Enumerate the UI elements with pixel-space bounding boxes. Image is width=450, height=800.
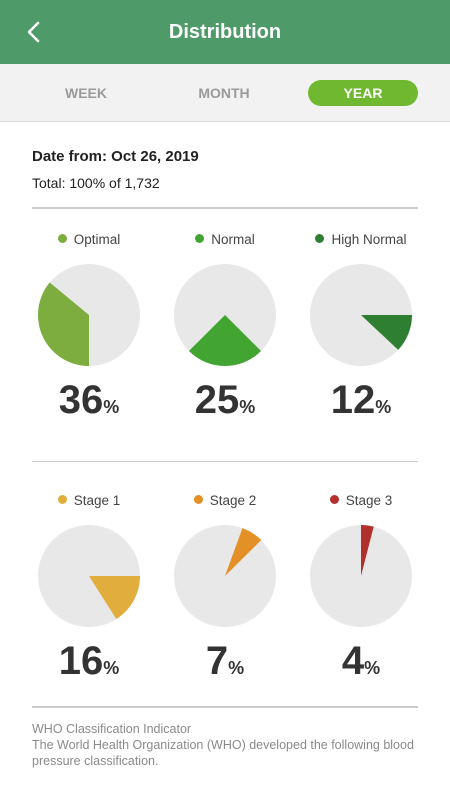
- percentage-value: 16%: [21, 639, 157, 684]
- total-label: Total: 100% of 1,732: [32, 175, 160, 191]
- legend-item: Stage 2: [157, 493, 293, 508]
- percentage-number: 36: [58, 378, 104, 422]
- percentage-value: 12%: [293, 378, 429, 423]
- percentage-sign: %: [364, 658, 381, 678]
- pie-chart-high-normal: [310, 264, 412, 366]
- percentage-value: 25%: [157, 378, 293, 423]
- legend-label: Stage 1: [73, 493, 121, 508]
- pie-slice: [361, 525, 374, 576]
- pie-slice: [361, 315, 412, 350]
- percentage-number: 4: [341, 639, 365, 683]
- percentage-number: 16: [58, 639, 104, 683]
- tab-month[interactable]: MONTH: [198, 85, 250, 101]
- percentage-value: 7%: [157, 639, 293, 684]
- tab-week[interactable]: WEEK: [65, 85, 107, 101]
- legend-item: Stage 3: [293, 493, 429, 508]
- percentage-sign: %: [375, 397, 392, 417]
- legend-dot-icon: [329, 495, 339, 504]
- percentage-value: 36%: [21, 378, 157, 423]
- legend-dot-icon: [57, 234, 67, 243]
- legend-dot-icon: [195, 234, 205, 243]
- legend-label: Stage 3: [345, 493, 393, 508]
- legend-dot-icon: [315, 234, 325, 243]
- legend-label: High Normal: [331, 232, 407, 247]
- legend-item: Normal: [157, 232, 293, 247]
- percentage-value: 4%: [293, 639, 429, 684]
- pie-chart-stage-1: [38, 525, 140, 627]
- tab-year[interactable]: YEAR: [308, 80, 418, 106]
- divider: [32, 706, 418, 708]
- percentage-sign: %: [103, 658, 120, 678]
- footer-text: The World Health Organization (WHO) deve…: [32, 738, 414, 768]
- legend-dot-icon: [193, 495, 203, 504]
- legend-label: Optimal: [73, 232, 121, 247]
- back-button[interactable]: [18, 16, 50, 48]
- percentage-number: 12: [330, 378, 376, 422]
- percentage-sign: %: [103, 397, 120, 417]
- legend-item: Stage 1: [21, 493, 157, 508]
- legend-item: High Normal: [293, 232, 429, 247]
- pie-slice: [225, 528, 262, 576]
- pie-chart-stage-3: [310, 525, 412, 627]
- divider: [32, 461, 418, 462]
- pie-slice: [37, 282, 89, 366]
- percentage-number: 7: [205, 639, 229, 683]
- percentage-sign: %: [239, 397, 256, 417]
- date-from-label: Date from: Oct 26, 2019: [32, 148, 199, 165]
- page-title: Distribution: [168, 21, 282, 43]
- pie-chart-normal: [174, 264, 276, 366]
- who-classification-note: WHO Classification Indicator The World H…: [32, 721, 418, 769]
- legend-label: Stage 2: [209, 493, 257, 508]
- legend-dot-icon: [57, 495, 67, 504]
- percentage-number: 25: [194, 378, 240, 422]
- percentage-sign: %: [228, 658, 245, 678]
- divider: [32, 207, 418, 209]
- chevron-left-icon: [27, 21, 40, 43]
- pie-slice: [188, 315, 262, 366]
- legend-label: Normal: [211, 232, 255, 247]
- legend-item: Optimal: [21, 232, 157, 247]
- footer-title: WHO Classification Indicator: [32, 722, 192, 736]
- period-tabs: WEEK MONTH YEAR: [0, 64, 450, 122]
- app-header: Distribution: [0, 0, 450, 64]
- pie-slice: [89, 576, 140, 620]
- pie-chart-stage-2: [174, 525, 276, 627]
- pie-chart-optimal: [37, 264, 140, 366]
